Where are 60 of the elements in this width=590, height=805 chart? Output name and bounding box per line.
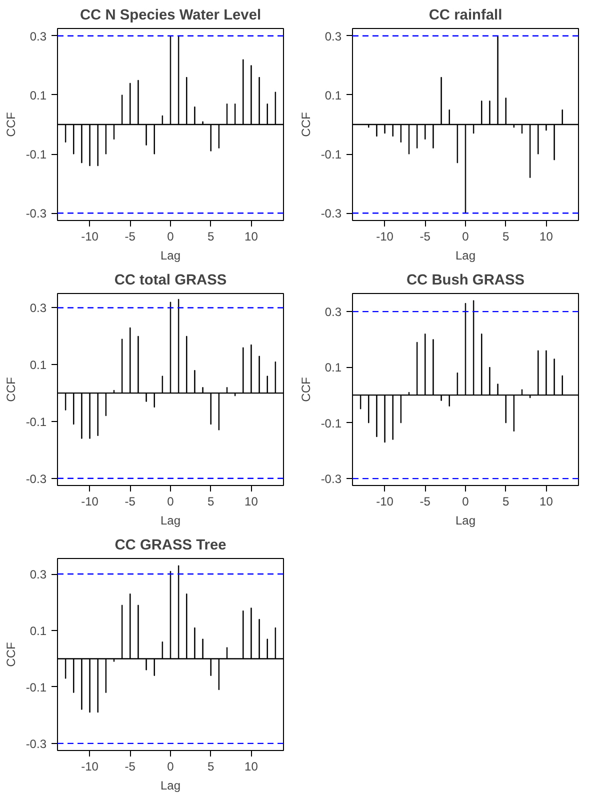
- x-axis-title: Lag: [160, 514, 181, 528]
- y-tick-label: -0.1: [26, 148, 47, 162]
- y-tick-label: -0.3: [26, 206, 47, 221]
- x-tick-label: 5: [208, 760, 215, 774]
- x-tick-label: -5: [420, 494, 431, 508]
- y-axis-title: CCF: [298, 377, 313, 402]
- x-tick-label: 10: [244, 230, 258, 244]
- y-axis-title: CCF: [4, 642, 18, 667]
- y-tick-label: -0.3: [320, 472, 342, 486]
- y-tick-label: 0.3: [30, 568, 47, 582]
- y-tick-label: 0.1: [324, 88, 342, 102]
- x-tick-label: -5: [420, 230, 431, 244]
- x-tick-label: -5: [124, 494, 136, 508]
- x-tick-label: 0: [167, 760, 174, 774]
- x-tick-label: 5: [502, 494, 510, 508]
- x-axis-title: Lag: [455, 514, 476, 528]
- x-tick-label: 5: [208, 230, 215, 244]
- chart-title: CC rainfall: [428, 8, 502, 24]
- y-tick-label: -0.1: [320, 416, 342, 430]
- y-tick-label: -0.3: [26, 472, 47, 486]
- x-tick-label: 0: [462, 494, 470, 508]
- x-tick-label: 10: [540, 230, 554, 244]
- x-tick-label: -10: [376, 494, 394, 508]
- y-tick-label: -0.3: [320, 206, 342, 221]
- y-axis-title: CCF: [4, 112, 18, 137]
- y-tick-label: 0.3: [30, 29, 47, 44]
- chart-title: CC GRASS Tree: [114, 538, 226, 554]
- y-tick-label: 0.3: [30, 301, 47, 316]
- x-tick-label: -10: [81, 760, 99, 774]
- chart-title: CC total GRASS: [114, 272, 227, 288]
- x-axis-title: Lag: [160, 778, 181, 792]
- x-tick-label: -10: [376, 230, 394, 244]
- x-tick-label: 5: [208, 494, 215, 508]
- y-tick-label: -0.3: [26, 736, 47, 751]
- x-tick-label: -10: [81, 494, 99, 508]
- x-tick-label: 0: [462, 230, 470, 244]
- y-tick-label: 0.1: [30, 358, 47, 372]
- y-tick-label: 0.1: [30, 624, 47, 638]
- x-axis-title: Lag: [160, 248, 181, 262]
- y-axis-title: CCF: [298, 112, 313, 137]
- y-axis-title: CCF: [4, 377, 18, 402]
- x-tick-label: 0: [167, 494, 174, 508]
- x-axis-title: Lag: [455, 248, 476, 262]
- x-tick-label: 0: [167, 230, 174, 244]
- x-tick-label: -5: [124, 760, 136, 774]
- y-tick-label: 0.3: [324, 305, 342, 320]
- x-tick-label: 10: [244, 494, 258, 508]
- chart-title: CC N Species Water Level: [80, 8, 262, 24]
- x-tick-label: -10: [81, 230, 99, 244]
- x-tick-label: 10: [540, 494, 554, 508]
- x-tick-label: 10: [244, 760, 258, 774]
- y-tick-label: -0.1: [26, 415, 47, 429]
- y-tick-label: 0.1: [324, 360, 342, 375]
- y-tick-label: 0.3: [324, 29, 342, 44]
- chart-title: CC Bush GRASS: [406, 272, 525, 288]
- y-tick-label: -0.1: [26, 680, 47, 694]
- x-tick-label: -5: [124, 230, 136, 244]
- y-tick-label: 0.1: [30, 88, 47, 102]
- y-tick-label: -0.1: [320, 148, 342, 162]
- x-tick-label: 5: [502, 230, 510, 244]
